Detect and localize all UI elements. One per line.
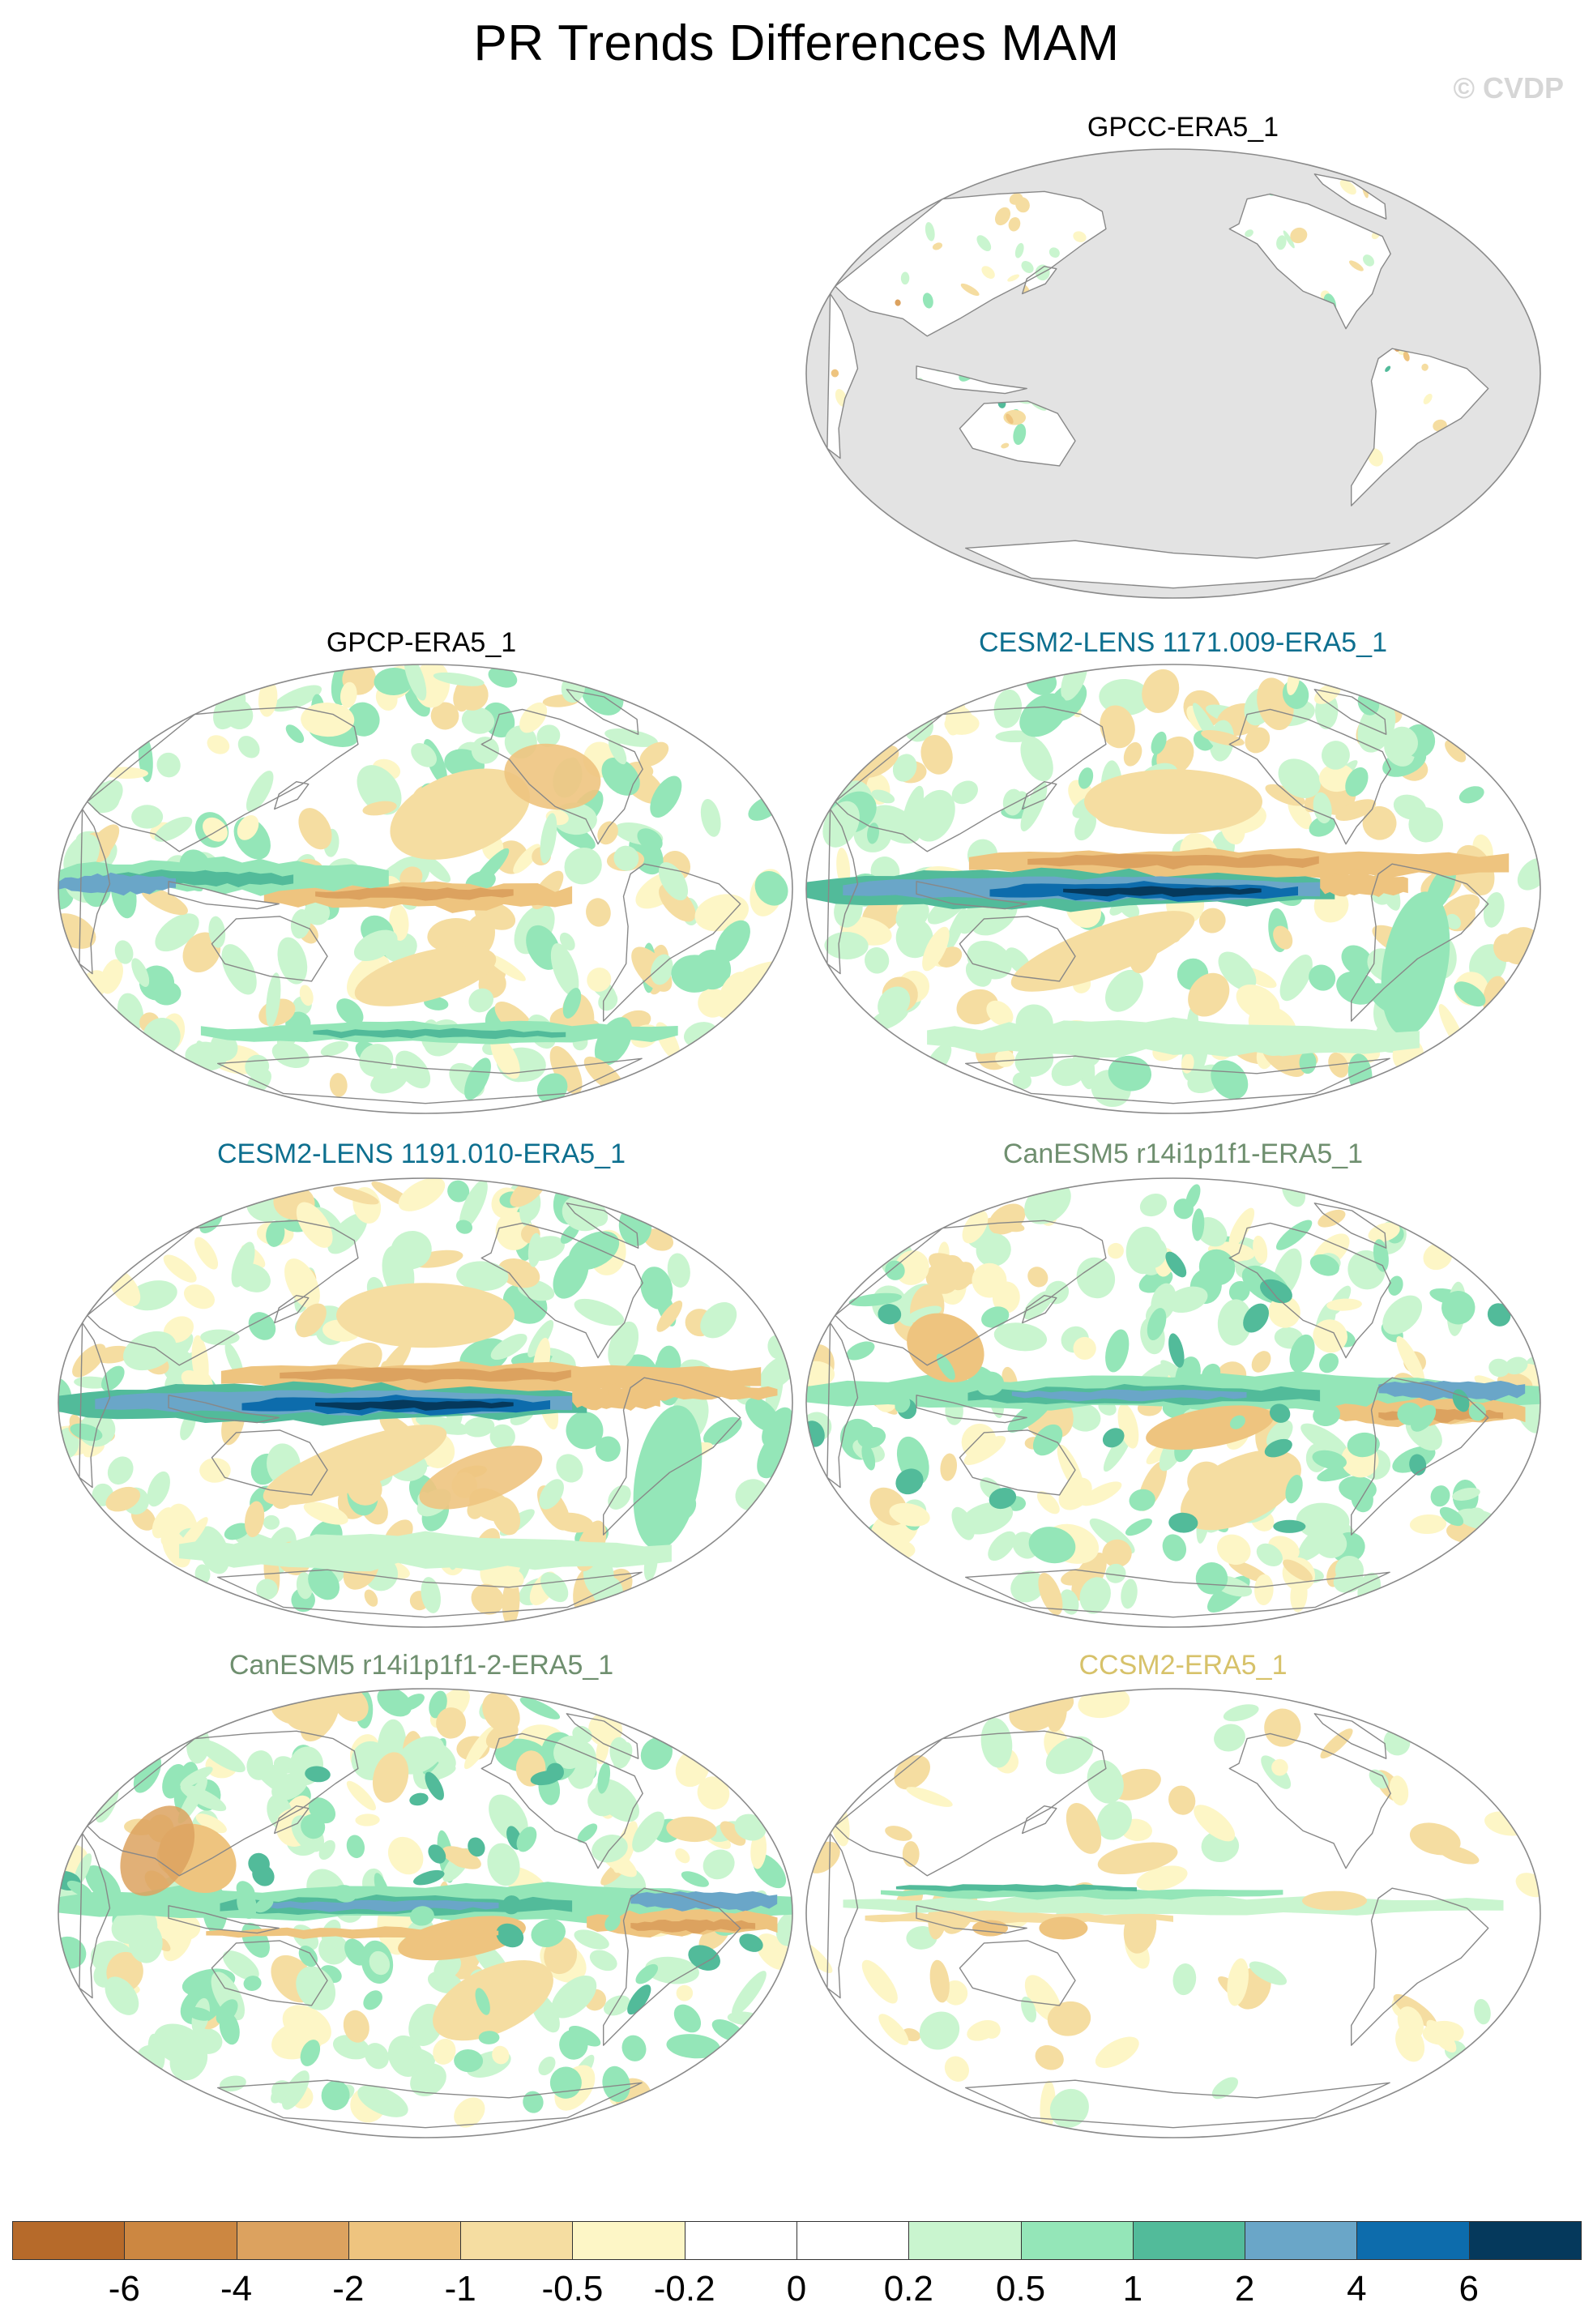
colorbar-swatch xyxy=(1245,2221,1358,2260)
map-panel-ccsm2 xyxy=(805,1688,1541,2138)
panel-title-ccsm2: CCSM2-ERA5_1 xyxy=(1078,1650,1288,1681)
colorbar-tick-label: -2 xyxy=(332,2269,365,2309)
colorbar-swatch xyxy=(684,2221,797,2260)
colorbar-tick-label: 1 xyxy=(1122,2269,1143,2309)
colorbar-swatch xyxy=(348,2221,462,2260)
panel-title-canesm5-2: CanESM5 r14i1p1f1-2-ERA5_1 xyxy=(228,1650,614,1681)
panel-title-canesm5: CanESM5 r14i1p1f1-ERA5_1 xyxy=(1002,1139,1364,1169)
colorbar-swatch xyxy=(1020,2221,1134,2260)
panel-title-cesm2-1191: CESM2-LENS 1191.010-ERA5_1 xyxy=(217,1139,626,1169)
colorbar-tick-label: -1 xyxy=(444,2269,476,2309)
cvdp-watermark: © CVDP xyxy=(1453,71,1564,105)
colorbar-tick-label: 6 xyxy=(1458,2269,1479,2309)
panel-title-gpcp: GPCP-ERA5_1 xyxy=(326,627,517,658)
colorbar xyxy=(12,2221,1582,2260)
map-panel-gpcc xyxy=(805,148,1541,599)
colorbar-swatch xyxy=(908,2221,1022,2260)
colorbar-tick-label: 4 xyxy=(1347,2269,1367,2309)
colorbar-tick-label: -0.5 xyxy=(541,2269,604,2309)
colorbar-tick-label: -4 xyxy=(220,2269,253,2309)
map-panel-canesm5 xyxy=(805,1177,1541,1628)
figure-title: PR Trends Differences MAM xyxy=(473,15,1120,71)
panel-title-gpcc: GPCC-ERA5_1 xyxy=(1087,112,1279,143)
map-panel-cesm2-1171 xyxy=(805,664,1541,1114)
colorbar-swatch xyxy=(1132,2221,1246,2260)
panel-title-cesm2-1171: CESM2-LENS 1171.009-ERA5_1 xyxy=(979,627,1387,658)
map-panel-gpcp xyxy=(58,664,793,1114)
colorbar-tick-label: 0.2 xyxy=(883,2269,933,2309)
colorbar-swatch xyxy=(236,2221,349,2260)
colorbar-swatch xyxy=(1468,2221,1582,2260)
colorbar-swatch xyxy=(572,2221,685,2260)
colorbar-tick-label: -6 xyxy=(108,2269,140,2309)
colorbar-tick-label: 0.5 xyxy=(995,2269,1046,2309)
colorbar-tick-label: 0 xyxy=(786,2269,807,2309)
colorbar-swatch xyxy=(12,2221,126,2260)
colorbar-tick-label: -0.2 xyxy=(653,2269,715,2309)
colorbar-tick-label: 2 xyxy=(1234,2269,1255,2309)
colorbar-swatch xyxy=(460,2221,574,2260)
colorbar-swatch xyxy=(796,2221,910,2260)
colorbar-swatch xyxy=(124,2221,237,2260)
colorbar-swatch xyxy=(1356,2221,1470,2260)
map-panel-cesm2-1191 xyxy=(58,1177,793,1628)
map-panel-canesm5-2 xyxy=(58,1688,793,2138)
